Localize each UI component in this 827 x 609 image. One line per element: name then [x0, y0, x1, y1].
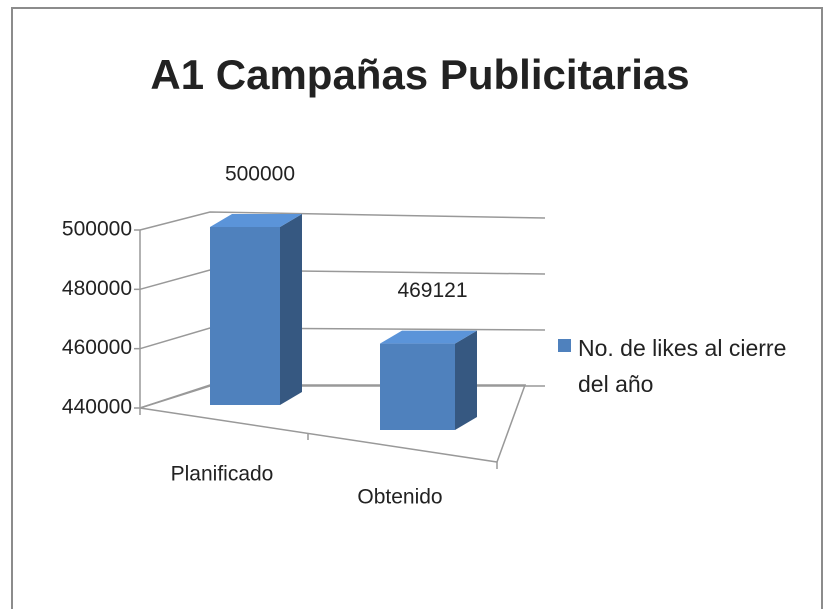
- value-label: 469121: [397, 279, 467, 302]
- legend-label: No. de likes al cierre del año: [578, 335, 787, 397]
- grid-line: [139, 211, 546, 231]
- x-tick-label: Planificado: [171, 463, 274, 486]
- bar-front: [380, 343, 455, 430]
- bar-side: [280, 214, 302, 405]
- legend-box: No. de likes al cierre del año: [578, 335, 787, 397]
- bar-front: [210, 227, 280, 405]
- legend-swatch: [558, 339, 571, 352]
- chart-frame: [11, 7, 823, 609]
- chart-title: A1 Campañas Publicitarias: [150, 51, 689, 98]
- y-tick-label: 480000: [62, 277, 132, 300]
- bar-side: [455, 330, 477, 430]
- bar: [210, 214, 302, 405]
- bar: [380, 330, 477, 430]
- value-label: 500000: [225, 163, 295, 186]
- bar-top: [210, 214, 302, 227]
- y-tick-label: 440000: [62, 396, 132, 419]
- x-tick-label: Obtenido: [357, 486, 442, 509]
- bar-top: [380, 330, 477, 344]
- y-tick-label: 460000: [62, 336, 132, 359]
- y-tick-label: 500000: [62, 218, 132, 241]
